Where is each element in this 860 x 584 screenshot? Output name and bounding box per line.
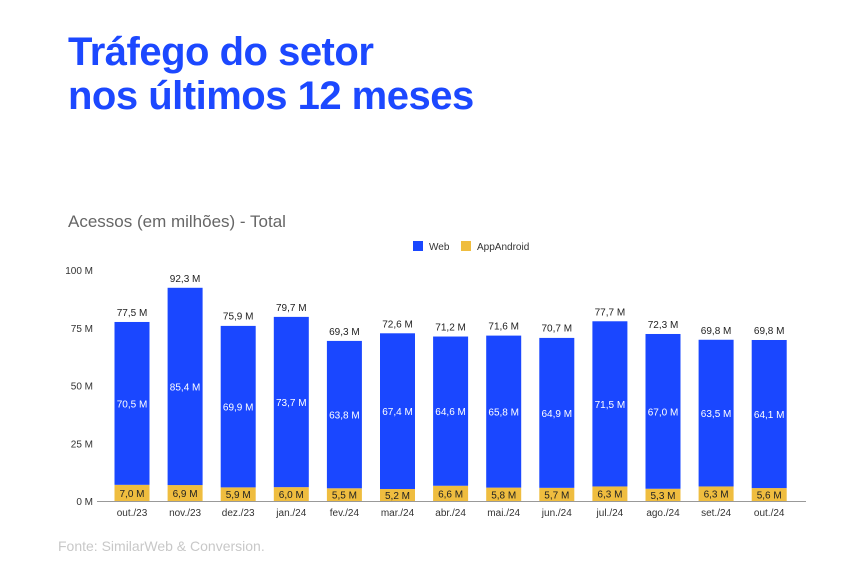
bar-web	[751, 339, 787, 489]
data-label-total: 71,6 M	[488, 322, 519, 333]
data-label-app: 6,9 M	[173, 489, 198, 500]
legend-label-web: Web	[429, 242, 450, 253]
chart-title: Acessos (em milhões) - Total	[68, 212, 286, 231]
bar-app	[380, 488, 415, 501]
bar-app	[698, 486, 734, 501]
data-label-total: 69,3 M	[329, 327, 360, 338]
bar-app	[167, 485, 203, 501]
y-tick-label: 100 M	[65, 266, 93, 277]
legend-label-app: AppAndroid	[477, 242, 529, 253]
data-label-total: 75,9 M	[223, 312, 254, 323]
x-tick-label: dez./23	[222, 508, 255, 519]
bar-app	[592, 486, 628, 501]
page-title: Tráfego do setor nos últimos 12 meses	[68, 30, 474, 118]
bar-app	[114, 484, 150, 501]
data-label-total: 70,7 M	[542, 324, 573, 335]
bar-web	[114, 321, 150, 485]
data-label-web: 64,6 M	[435, 407, 466, 418]
x-tick-label: out./24	[754, 508, 785, 519]
x-tick-label: nov./23	[169, 508, 201, 519]
bar-app	[220, 487, 256, 501]
data-label-web: 85,4 M	[170, 382, 201, 393]
data-label-web: 67,0 M	[648, 407, 679, 418]
y-tick-label: 0 M	[76, 497, 93, 508]
bar-web	[273, 316, 309, 488]
bar-app	[273, 487, 309, 501]
data-label-total: 69,8 M	[701, 326, 732, 337]
x-tick-label: jan./24	[275, 508, 306, 519]
data-label-total: 77,7 M	[595, 308, 626, 319]
bar-app	[433, 485, 469, 501]
source-note: Fonte: SimilarWeb & Conversion.	[58, 538, 265, 554]
x-tick-label: ago./24	[646, 508, 680, 519]
data-label-app: 6,6 M	[438, 489, 463, 500]
data-label-total: 72,6 M	[382, 319, 413, 330]
data-label-total: 69,8 M	[754, 326, 785, 337]
data-label-app: 6,0 M	[279, 490, 304, 501]
legend-swatch-web	[413, 241, 423, 251]
bar-web	[326, 340, 362, 489]
bar-app	[486, 487, 522, 501]
data-label-app: 5,6 M	[757, 491, 782, 502]
data-label-web: 70,5 M	[117, 399, 148, 410]
bar-app	[751, 488, 787, 501]
bar-web	[167, 287, 203, 486]
data-label-total: 72,3 M	[648, 320, 679, 331]
data-label-web: 73,7 M	[276, 398, 307, 409]
bar-app	[326, 488, 362, 501]
x-tick-label: mai./24	[487, 508, 520, 519]
x-tick-label: abr./24	[435, 508, 466, 519]
bar-web	[486, 335, 522, 488]
x-tick-label: jul./24	[596, 508, 624, 519]
data-label-app: 5,2 M	[385, 491, 410, 502]
x-tick-label: out./23	[117, 508, 148, 519]
data-label-total: 77,5 M	[117, 308, 148, 319]
data-label-app: 6,3 M	[597, 490, 622, 501]
y-tick-label: 50 M	[71, 382, 93, 393]
data-label-web: 64,1 M	[754, 410, 785, 421]
title-line-1: Tráfego do setor	[68, 30, 374, 74]
data-label-web: 64,9 M	[542, 409, 573, 420]
bar-app	[645, 488, 681, 501]
data-label-total: 92,3 M	[170, 274, 201, 285]
bar-web	[433, 336, 469, 486]
data-label-total: 71,2 M	[435, 323, 466, 334]
data-label-web: 69,9 M	[223, 403, 254, 414]
title-line-2: nos últimos 12 meses	[68, 74, 474, 118]
data-label-web: 71,5 M	[595, 400, 626, 411]
data-label-web: 63,5 M	[701, 409, 732, 420]
data-label-app: 7,0 M	[119, 489, 144, 500]
data-label-total: 79,7 M	[276, 303, 307, 314]
data-label-web: 63,8 M	[329, 411, 360, 422]
x-tick-label: jun./24	[541, 508, 572, 519]
x-tick-label: set./24	[701, 508, 731, 519]
data-label-app: 5,3 M	[650, 491, 675, 502]
bar-web	[539, 337, 575, 488]
data-label-web: 67,4 M	[382, 407, 413, 418]
bar-web	[592, 321, 628, 487]
data-label-app: 5,8 M	[491, 490, 516, 501]
bar-web	[645, 333, 681, 489]
bar-app	[539, 487, 575, 501]
data-label-app: 6,3 M	[704, 490, 729, 501]
bar-web	[220, 325, 256, 488]
data-label-app: 5,9 M	[226, 490, 251, 501]
x-tick-label: fev./24	[330, 508, 360, 519]
bar-web	[698, 339, 734, 487]
data-label-app: 5,7 M	[544, 490, 569, 501]
y-tick-label: 25 M	[71, 439, 93, 450]
data-label-web: 65,8 M	[488, 408, 519, 419]
bar-web	[380, 333, 415, 489]
data-label-app: 5,5 M	[332, 491, 357, 502]
legend-swatch-app	[461, 241, 471, 251]
x-tick-label: mar./24	[381, 508, 415, 519]
y-tick-label: 75 M	[71, 324, 93, 335]
